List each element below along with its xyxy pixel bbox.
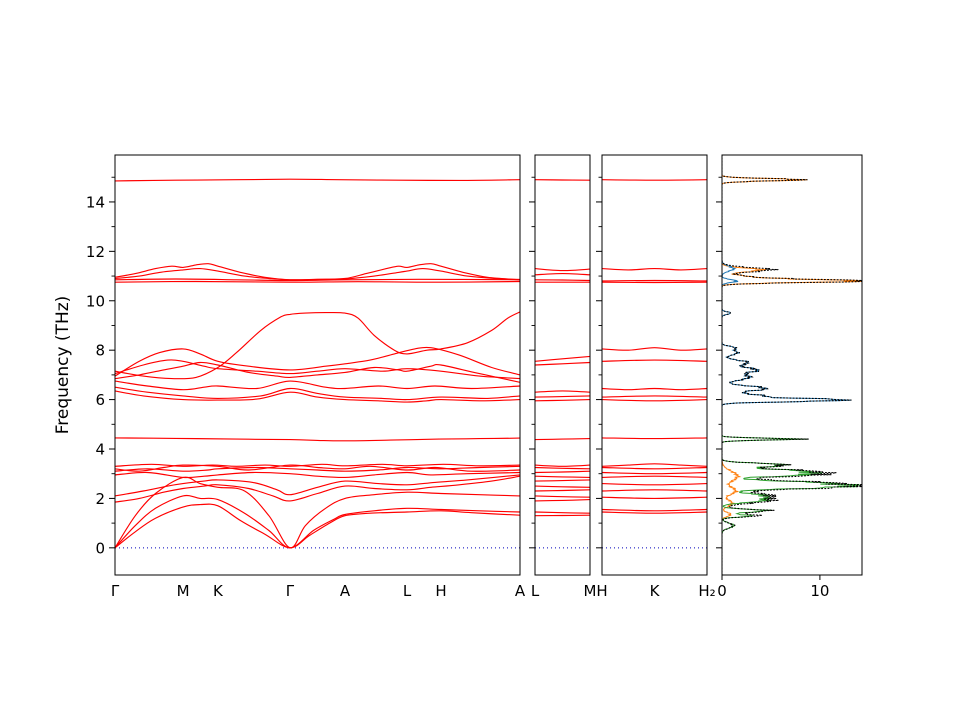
- band-line: [535, 179, 590, 181]
- band-line: [535, 495, 590, 498]
- band-line: [535, 499, 590, 502]
- band-line: [602, 359, 707, 362]
- k-point-label: K: [213, 582, 224, 600]
- band-line: [115, 361, 520, 383]
- pdos-orange: [722, 155, 862, 575]
- band-line: [602, 508, 707, 512]
- total-dos: [722, 155, 862, 575]
- band-line: [115, 263, 520, 281]
- k-point-label: A: [340, 582, 351, 600]
- k-point-label: M: [584, 582, 597, 600]
- dos-tick-label: 0: [717, 582, 727, 600]
- band-line: [535, 361, 590, 366]
- y-tick-label: 2: [95, 490, 105, 508]
- band-line: [535, 466, 590, 470]
- band-line: [115, 463, 520, 467]
- band-panel-main: 0 2 4 6 8 10 12 14 Γ M K Γ A L H A: [86, 154, 526, 600]
- band-line: [602, 347, 707, 351]
- band-line: [115, 280, 520, 283]
- k-point-label: K: [650, 582, 661, 600]
- band-line: [535, 479, 590, 482]
- band-line: [115, 476, 520, 549]
- band-line: [602, 399, 707, 402]
- y-tick-label: 12: [86, 243, 105, 261]
- band-line: [602, 483, 707, 486]
- k-point-label: H₂: [698, 582, 715, 600]
- band-line: [602, 268, 707, 271]
- k-point-label: A: [515, 582, 526, 600]
- band-line: [602, 395, 707, 398]
- band-line: [602, 471, 707, 475]
- pdos-green: [722, 155, 861, 575]
- band-line: [535, 514, 590, 517]
- band-line: [115, 464, 520, 472]
- band-line: [115, 390, 520, 403]
- band-line: [535, 268, 590, 272]
- band-line: [535, 279, 590, 282]
- band-line: [115, 386, 520, 401]
- y-tick-label: 4: [95, 441, 105, 459]
- band-line: [115, 474, 520, 497]
- band-line: [535, 399, 590, 402]
- band-line: [115, 437, 520, 442]
- band-line: [115, 267, 520, 281]
- band-line: [602, 279, 707, 282]
- band-line: [535, 355, 590, 362]
- band-line: [602, 496, 707, 499]
- band-line: [602, 387, 707, 391]
- band-line: [115, 278, 520, 282]
- dos-tick-label: 10: [810, 582, 829, 600]
- band-line: [115, 346, 520, 377]
- band-line: [115, 311, 520, 380]
- band-line: [602, 463, 707, 467]
- k-point-label: Γ: [111, 582, 120, 600]
- k-point-label: M: [177, 582, 190, 600]
- band-line: [535, 489, 590, 492]
- band-line: [602, 179, 707, 181]
- band-line: [535, 475, 590, 478]
- band-line: [115, 359, 520, 380]
- band-line: [115, 465, 520, 472]
- dos-panel: 0 10: [716, 154, 863, 600]
- band-line: [115, 471, 520, 479]
- k-point-label: L: [531, 582, 540, 600]
- pdos-blue: [722, 155, 852, 575]
- k-point-label: Γ: [286, 582, 295, 600]
- band-line: [602, 437, 707, 440]
- k-point-label: H: [596, 582, 607, 600]
- band-line: [535, 485, 590, 488]
- k-point-label: H: [435, 582, 446, 600]
- y-tick-label: 10: [86, 292, 105, 310]
- band-line: [115, 475, 520, 503]
- y-tick-label: 6: [95, 391, 105, 409]
- y-axis-label: Frequency (THz): [53, 296, 73, 435]
- band-line: [535, 438, 590, 441]
- band-line: [535, 464, 590, 467]
- band-line: [602, 475, 707, 478]
- y-tick-label: 14: [86, 193, 105, 211]
- band-line: [535, 511, 590, 514]
- band-line: [535, 273, 590, 276]
- band-line: [535, 470, 590, 474]
- y-tick-label: 8: [95, 342, 105, 360]
- band-line: [602, 489, 707, 492]
- band-line: [115, 380, 520, 391]
- band-line: [602, 466, 707, 470]
- band-line: [115, 494, 520, 549]
- k-point-label: L: [403, 582, 412, 600]
- band-line: [602, 511, 707, 514]
- band-line: [535, 395, 590, 398]
- band-line: [535, 390, 590, 393]
- band-line: [115, 178, 520, 182]
- band-panel-H-K-H2: H K H₂: [596, 154, 716, 600]
- y-tick-label: 0: [95, 539, 105, 557]
